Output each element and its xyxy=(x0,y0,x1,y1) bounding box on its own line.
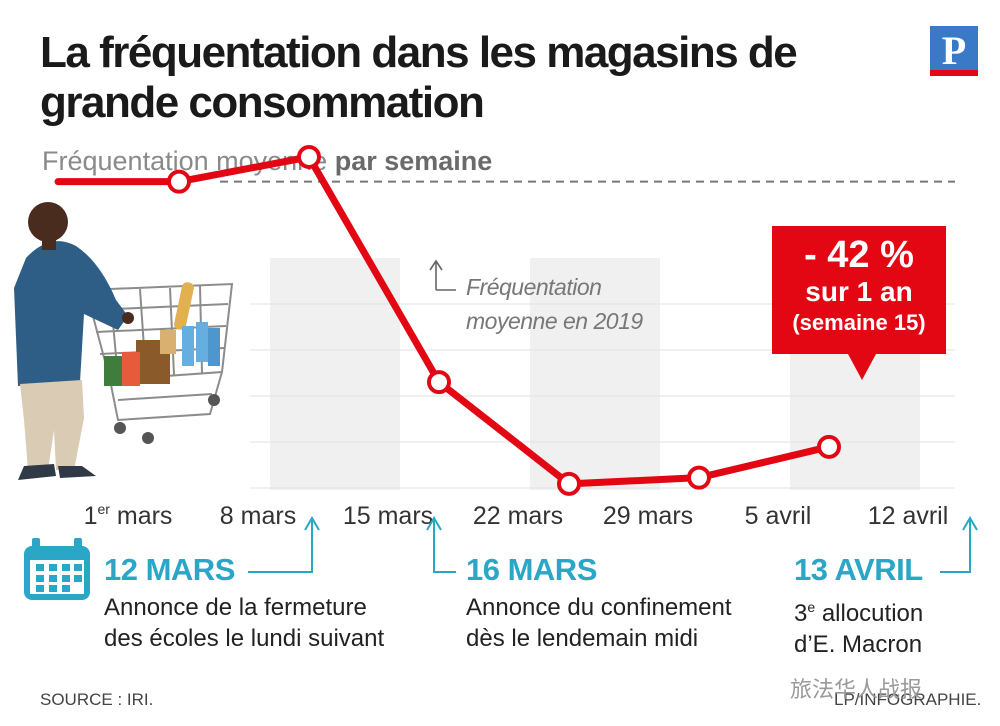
data-point-5 xyxy=(687,465,711,490)
week-stripe xyxy=(270,258,400,490)
data-point-4 xyxy=(557,471,581,496)
reference-label-line2: moyenne en 2019 xyxy=(466,308,643,334)
week-stripe xyxy=(530,258,660,490)
x-tick-label: 22 mars xyxy=(473,502,563,530)
data-point-6 xyxy=(817,434,841,459)
series-line xyxy=(54,153,833,488)
data-point-1 xyxy=(167,169,191,194)
x-axis-labels: 1er mars 8 mars 15 mars 22 mars 29 mars 5 avr… xyxy=(84,501,949,530)
event-arrows xyxy=(248,516,978,573)
data-point-3 xyxy=(427,370,451,395)
credit-note: LP/INFOGRAPHIE. xyxy=(834,690,982,709)
chart-title: La fréquentation dans les magasins de gr… xyxy=(40,28,798,127)
series-layer xyxy=(54,153,833,488)
data-point-2 xyxy=(297,145,321,169)
x-tick-label: 15 mars xyxy=(343,502,433,530)
x-tick-label: 8 mars xyxy=(220,502,296,530)
callout-week: (semaine 15) xyxy=(792,310,926,335)
watermark-text: 旅法华人战报 xyxy=(790,678,923,703)
shopper-illustration xyxy=(14,202,234,480)
reference-label: Fréquentation moyenne en 2019 xyxy=(466,270,643,338)
le-parisien-logo: P xyxy=(930,26,978,76)
x-tick-label: 5 avril xyxy=(745,502,812,530)
x-tick-label: 29 mars xyxy=(603,502,693,530)
source-note: SOURCE : IRI. xyxy=(40,690,154,709)
calendar-icon xyxy=(24,538,90,600)
reference-label-line1: Fréquentation xyxy=(466,274,602,300)
x-tick-label: 12 avril xyxy=(868,502,949,530)
subtitle-bold: par semaine xyxy=(334,146,493,176)
change-callout: - 42 % sur 1 an (semaine 15) xyxy=(772,226,946,380)
event-arrow-icon-1 xyxy=(248,516,320,573)
callout-percent: - 42 % xyxy=(804,234,914,276)
x-tick-label: 1er mars xyxy=(84,501,173,530)
event-arrow-icon-3 xyxy=(940,516,978,573)
callout-period: sur 1 an xyxy=(805,276,913,307)
reference-arrow-icon xyxy=(429,259,456,291)
points-layer xyxy=(167,145,841,496)
event-arrow-icon-2 xyxy=(426,516,456,573)
